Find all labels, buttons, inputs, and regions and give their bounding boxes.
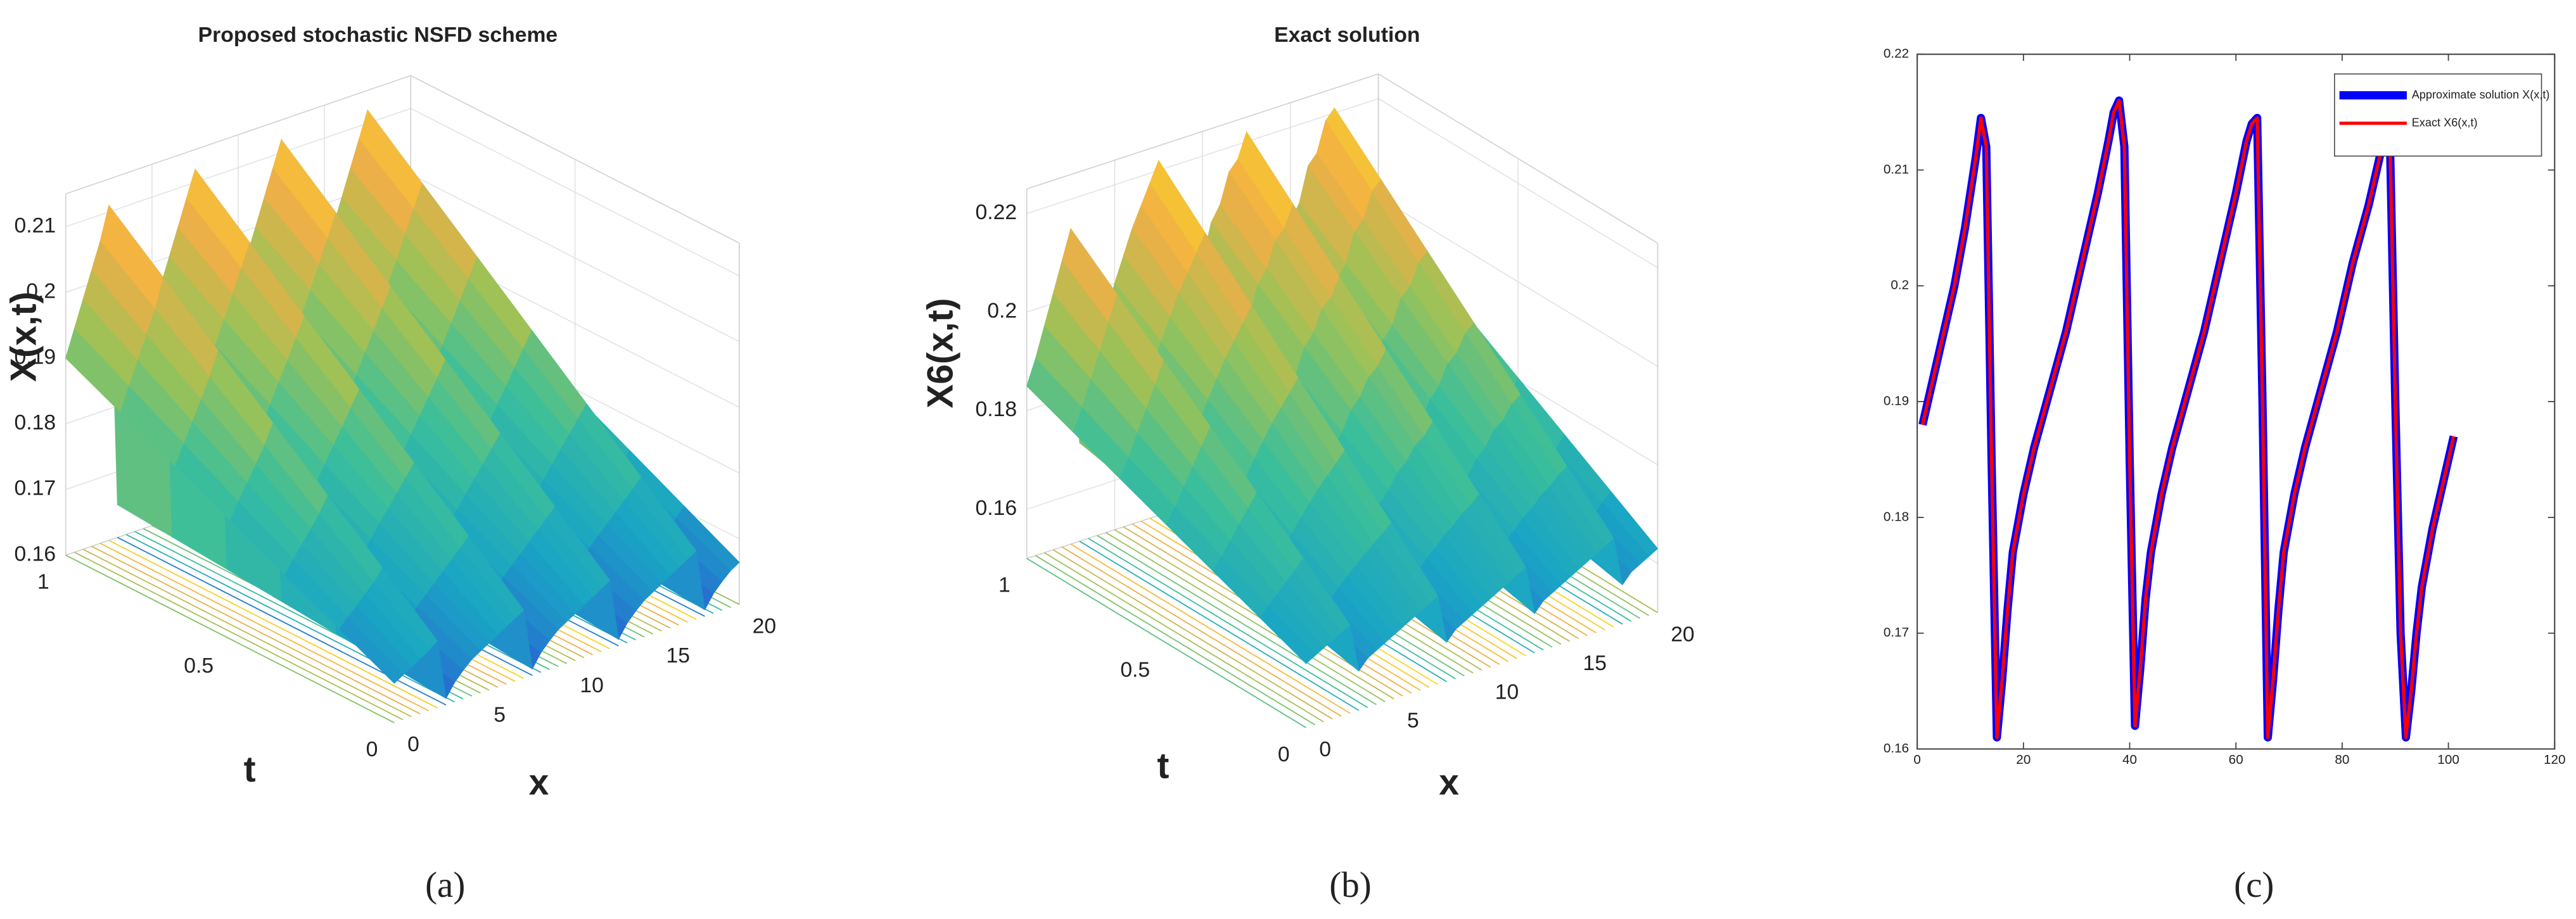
x-tick-label: 80 (2335, 752, 2349, 767)
surface-patch (339, 616, 404, 684)
legend-label: Approximate solution X(x,t) (2412, 88, 2550, 101)
y-tick-label: 0.19 (1884, 394, 1909, 409)
z-tick-label: 0.2 (26, 279, 56, 303)
y-tick-label: 0 (1278, 742, 1290, 766)
x-tick-label: 20 (1671, 623, 1694, 647)
floor-contour (1052, 549, 1333, 719)
floor-contour (65, 554, 395, 723)
y-axis-label: t (244, 749, 256, 790)
y-tick-label: 1 (998, 573, 1011, 597)
y-tick-label: 0.5 (1120, 657, 1150, 681)
z-tick-label: 0.21 (15, 213, 56, 238)
y-tick-label: 0.21 (1884, 162, 1909, 177)
box-edge (1378, 73, 1658, 244)
x-tick-label: 0 (1319, 737, 1331, 761)
z-tick-label: 0.16 (976, 496, 1017, 520)
floor-contour (1043, 552, 1324, 723)
legend-box (2334, 73, 2542, 157)
floor-contour (108, 540, 438, 709)
chart-title: Proposed stochastic NSFD scheme (198, 23, 558, 47)
y-tick-label: 1 (37, 570, 49, 594)
x-tick-label: 15 (1583, 651, 1607, 675)
z-axis-label: X6(x,t) (921, 298, 961, 408)
floor-contour (1079, 540, 1360, 711)
x-tick-label: 0 (1913, 752, 1921, 767)
surface-plot: 0.16 0.17 0.18 0.19 0.2 0.21 0 5 10 15 20 0 0.5 1 Prop… (4, 23, 777, 905)
z-tick-label: 0.16 (15, 542, 56, 566)
z-tick-label: 0.17 (15, 476, 56, 500)
caption: (b) (1329, 865, 1372, 905)
y-tick-label: 0.16 (1884, 741, 1909, 756)
caption: (a) (425, 865, 465, 905)
x-tick-label: 10 (580, 673, 604, 697)
floor-contour (1106, 532, 1386, 702)
y-tick-label: 0.5 (184, 654, 214, 678)
z-tick-label: 0.18 (976, 397, 1017, 421)
floor-contour (1114, 529, 1394, 700)
x-tick-label: 120 (2544, 752, 2566, 767)
z-tick-label: 0.19 (15, 345, 56, 369)
z-axis-label: X(x,t) (4, 291, 44, 382)
x-tick-label: 20 (753, 614, 777, 638)
x-tick-label: 5 (1407, 709, 1419, 733)
floor-contour (1070, 543, 1351, 714)
legend-label: Exact X6(x,t) (2412, 116, 2478, 129)
plot-frame (1916, 53, 2556, 750)
x-tick-label: 60 (2229, 752, 2243, 767)
y-axis-label: t (1157, 746, 1169, 787)
x-axis-label: x (529, 763, 549, 803)
z-tick-label: 0.22 (976, 200, 1017, 224)
floor-contour (1035, 555, 1315, 726)
chart-title: Exact solution (1274, 23, 1420, 47)
x-tick-label: 100 (2437, 752, 2459, 767)
box-edge (410, 75, 740, 244)
floor-contour (1061, 546, 1342, 717)
floor-contour (99, 543, 430, 712)
x-tick-label: 15 (666, 643, 691, 668)
y-tick-label: 0.2 (1891, 278, 1909, 293)
floor-contour (1026, 557, 1306, 728)
x-tick-label: 0 (407, 732, 419, 756)
floor-contour (1097, 535, 1377, 706)
x-axis-label: x (1439, 763, 1459, 803)
box-edge (65, 75, 411, 194)
box-edge (1026, 73, 1379, 190)
y-tick-label: 0.17 (1884, 625, 1909, 640)
x-tick-label: 10 (1495, 680, 1519, 704)
z-tick-label: 0.18 (15, 410, 56, 434)
floor-contour (91, 545, 421, 714)
floor-contour (73, 552, 404, 721)
surface-patch (1259, 605, 1316, 664)
floor-contour (1088, 538, 1368, 708)
surface-plot: 0.16 0.18 0.2 0.22 0 5 10 15 20 0 0.5 1 Exact soluti… (921, 23, 1695, 905)
floor-contour (82, 548, 412, 718)
z-tick-label: 0.2 (987, 299, 1017, 323)
x-tick-label: 5 (494, 703, 506, 727)
x-tick-label: 40 (2122, 752, 2137, 767)
y-tick-label: 0 (366, 737, 378, 761)
caption: (c) (2234, 865, 2274, 905)
line-plot: 0 20 40 60 80 100 120 0.16 0.17 0.18 0.19 0.2 0.21 0.… (1884, 46, 2566, 905)
y-tick-label: 0.22 (1884, 46, 1909, 61)
y-tick-label: 0.18 (1884, 509, 1909, 524)
x-tick-label: 20 (2016, 752, 2031, 767)
